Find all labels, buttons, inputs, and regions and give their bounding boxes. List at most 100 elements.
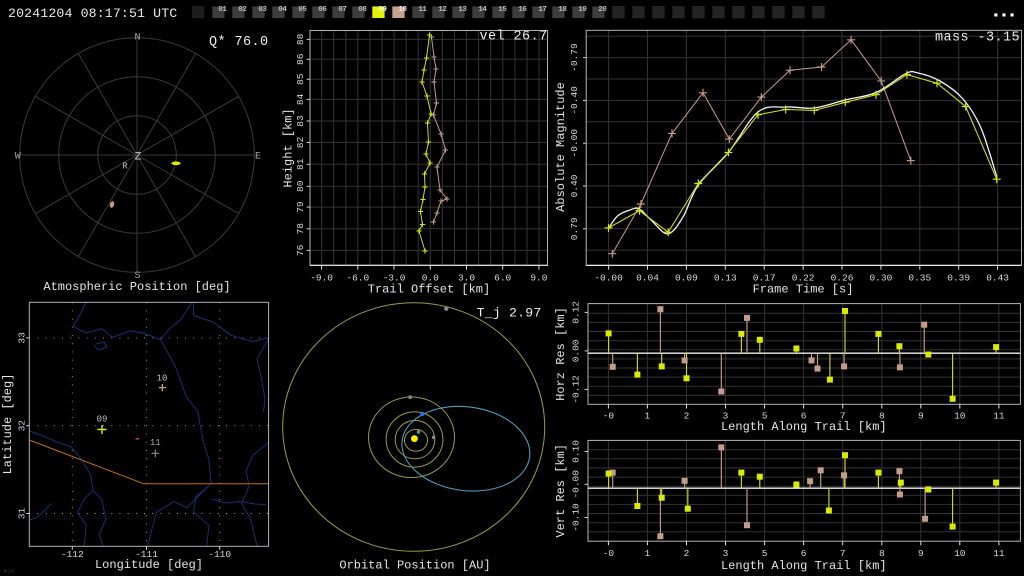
svg-text:0.43: 0.43 <box>986 272 1009 283</box>
svg-text:mass -3.15: mass -3.15 <box>935 31 1020 46</box>
svg-text:01: 01 <box>218 6 227 14</box>
svg-text:0.13: 0.13 <box>714 272 737 283</box>
svg-text:6.0: 6.0 <box>494 272 511 283</box>
svg-text:5: 5 <box>762 411 768 422</box>
svg-text:10: 10 <box>398 6 407 14</box>
svg-text:03: 03 <box>258 6 267 14</box>
svg-text:0.35: 0.35 <box>908 272 931 283</box>
svg-text:0.30: 0.30 <box>869 272 892 283</box>
svg-text:2: 2 <box>684 548 690 559</box>
svg-text:05: 05 <box>298 6 307 14</box>
svg-text:Trail Offset [km]: Trail Offset [km] <box>368 282 490 296</box>
svg-text:mjd: mjd <box>4 568 14 575</box>
svg-text:7: 7 <box>840 548 846 559</box>
svg-text:09: 09 <box>378 6 387 14</box>
svg-text:-3.0: -3.0 <box>383 272 406 283</box>
svg-text:-0.79: -0.79 <box>569 43 580 72</box>
svg-text:17: 17 <box>538 6 547 14</box>
svg-text:82: 82 <box>295 137 306 149</box>
svg-text:3: 3 <box>723 411 729 422</box>
svg-text:11: 11 <box>418 6 427 14</box>
svg-text:1: 1 <box>645 411 651 422</box>
svg-text:80: 80 <box>295 180 306 192</box>
svg-text:Longitude [deg]: Longitude [deg] <box>95 558 203 572</box>
svg-text:N: N <box>134 32 140 43</box>
svg-text:Horz Res [km]: Horz Res [km] <box>554 307 568 401</box>
svg-text:14: 14 <box>478 6 487 14</box>
svg-text:20: 20 <box>598 6 607 14</box>
svg-text:0.26: 0.26 <box>831 272 854 283</box>
svg-text:08: 08 <box>358 6 367 14</box>
svg-text:11: 11 <box>993 548 1005 559</box>
svg-text:0.40: 0.40 <box>569 174 580 197</box>
svg-text:2: 2 <box>684 411 690 422</box>
svg-text:07: 07 <box>338 6 347 14</box>
svg-text:10: 10 <box>954 548 966 559</box>
svg-text:Orbital Position [AU]: Orbital Position [AU] <box>339 559 490 573</box>
svg-text:32: 32 <box>17 420 28 432</box>
svg-text:11: 11 <box>150 438 161 448</box>
svg-text:Height [km]: Height [km] <box>282 108 296 187</box>
svg-text:R: R <box>122 161 128 171</box>
svg-text:T_j 2.97: T_j 2.97 <box>477 306 542 321</box>
svg-text:-6.0: -6.0 <box>346 272 369 283</box>
svg-text:33: 33 <box>17 332 28 344</box>
svg-text:-0.00: -0.00 <box>569 129 580 158</box>
svg-text:9: 9 <box>918 548 924 559</box>
svg-text:06: 06 <box>318 6 327 14</box>
svg-text:E: E <box>255 152 261 163</box>
svg-text:-0: -0 <box>603 411 615 422</box>
svg-text:0.39: 0.39 <box>947 272 970 283</box>
svg-text:04: 04 <box>278 6 287 14</box>
svg-text:Length Along Trail [km]: Length Along Trail [km] <box>721 559 887 573</box>
svg-text:76: 76 <box>295 244 306 256</box>
svg-text:0.12: 0.12 <box>571 301 582 324</box>
svg-text:20241204 08:17:51 UTC: 20241204 08:17:51 UTC <box>8 6 177 21</box>
svg-text:16: 16 <box>518 6 527 14</box>
svg-text:10: 10 <box>954 411 966 422</box>
svg-text:9: 9 <box>918 411 924 422</box>
svg-text:Vert Res [km]: Vert Res [km] <box>554 444 568 538</box>
svg-text:85: 85 <box>295 73 306 85</box>
svg-text:18: 18 <box>558 6 567 14</box>
svg-text:8: 8 <box>879 548 885 559</box>
svg-text:15: 15 <box>498 6 507 14</box>
svg-text:-0.10: -0.10 <box>571 503 582 532</box>
svg-text:-0.40: -0.40 <box>569 86 580 115</box>
svg-text:Atmospheric Position [deg]: Atmospheric Position [deg] <box>43 280 230 294</box>
svg-text:11: 11 <box>993 411 1005 422</box>
svg-text:-9.0: -9.0 <box>310 272 333 283</box>
svg-text:0.04: 0.04 <box>636 272 659 283</box>
svg-text:79: 79 <box>295 201 306 213</box>
svg-text:Z: Z <box>135 152 142 164</box>
svg-text:19: 19 <box>578 6 587 14</box>
svg-text:-110: -110 <box>208 549 231 560</box>
svg-text:0.09: 0.09 <box>675 272 698 283</box>
svg-text:0.79: 0.79 <box>569 217 580 240</box>
svg-text:83: 83 <box>295 115 306 127</box>
svg-text:9.0: 9.0 <box>530 272 547 283</box>
svg-text:10: 10 <box>157 373 168 383</box>
svg-text:1: 1 <box>645 548 651 559</box>
svg-text:88: 88 <box>295 33 306 45</box>
svg-text:6: 6 <box>801 411 807 422</box>
svg-text:86: 86 <box>295 53 306 65</box>
svg-text:0.10: 0.10 <box>571 440 582 463</box>
svg-text:78: 78 <box>295 223 306 235</box>
svg-text:0.17: 0.17 <box>753 272 776 283</box>
svg-text:0.00: 0.00 <box>571 339 582 362</box>
svg-text:Latitude [deg]: Latitude [deg] <box>1 374 15 475</box>
svg-text:Frame Time [s]: Frame Time [s] <box>753 282 854 296</box>
svg-text:6: 6 <box>801 548 807 559</box>
svg-text:-0.12: -0.12 <box>571 375 582 404</box>
svg-text:7: 7 <box>840 411 846 422</box>
svg-text:Q* 76.0: Q* 76.0 <box>209 35 269 50</box>
svg-text:S: S <box>134 271 140 282</box>
svg-text:-0.00: -0.00 <box>571 470 582 499</box>
svg-text:3.0: 3.0 <box>458 272 475 283</box>
svg-text:13: 13 <box>458 6 467 14</box>
svg-text:0.22: 0.22 <box>792 272 815 283</box>
svg-text:vel 26.7: vel 26.7 <box>479 30 547 45</box>
svg-text:09: 09 <box>97 415 108 425</box>
svg-text:0.0: 0.0 <box>422 272 439 283</box>
